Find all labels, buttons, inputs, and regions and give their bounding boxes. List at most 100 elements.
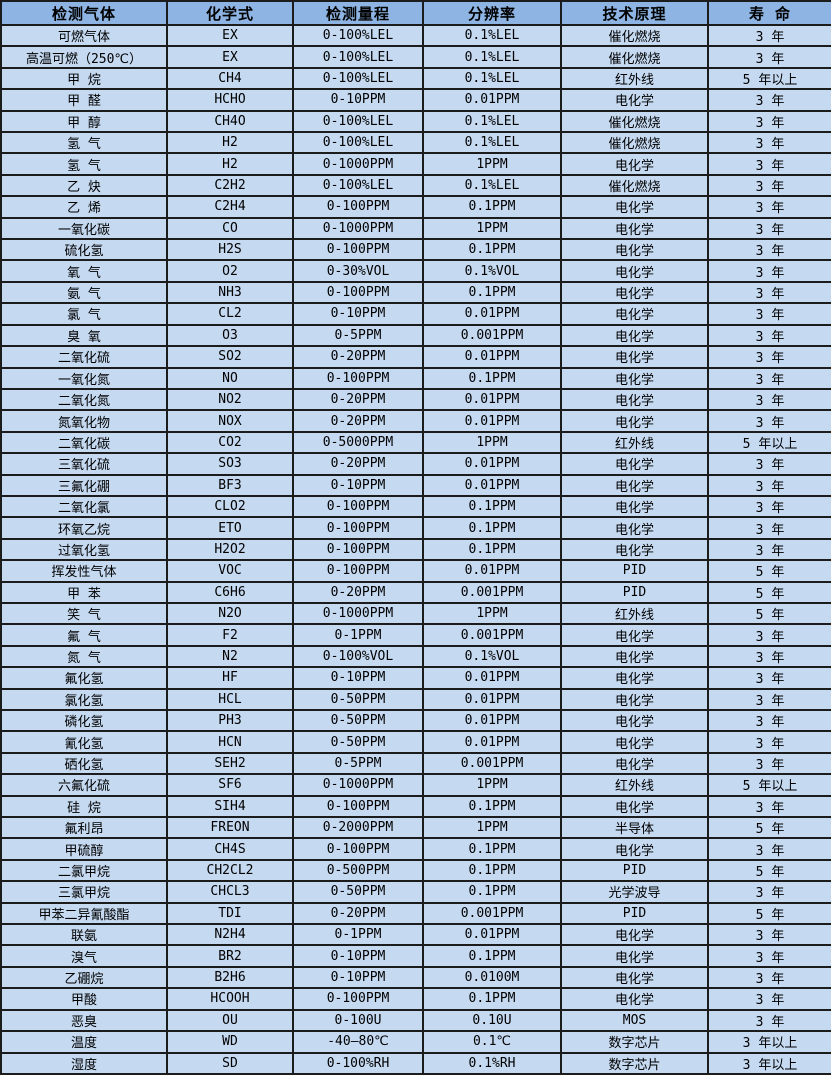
column-header-5: 寿 命 <box>707 0 831 26</box>
table-cell: 3 年 <box>707 259 831 283</box>
table-cell: 环氧乙烷 <box>0 516 168 540</box>
table-cell: 3 年 <box>707 409 831 433</box>
table-cell: VOC <box>166 559 294 583</box>
table-cell: 0-20PPM <box>292 901 424 926</box>
table-row: 二氧化氯 CLO2 0-100PPM 0.1PPM 电化学 3 年 <box>0 494 831 519</box>
table-cell: 0.001PPM <box>422 323 562 348</box>
table-row: 氢 气 H2 0-1000PPM 1PPM 电化学 3 年 <box>0 152 831 176</box>
table-cell: 电化学 <box>560 987 709 1011</box>
table-cell: 0.1PPM <box>422 837 562 861</box>
table-cell: 3 年 <box>707 45 831 69</box>
table-row: 三氟化硼 BF3 0-10PPM 0.01PPM 电化学 3 年 <box>0 473 831 497</box>
table-cell: 乙硼烷 <box>0 965 168 990</box>
table-row: 乙 炔 C2H2 0-100%LEL 0.1%LEL 催化燃烧 3 年 <box>0 173 831 198</box>
table-cell: NH3 <box>166 280 294 305</box>
table-cell: 0-100PPM <box>292 987 424 1011</box>
table-cell: 3 年 <box>707 195 831 219</box>
table-cell: 0-100PPM <box>292 537 424 562</box>
table-cell: 电化学 <box>560 923 709 947</box>
table-cell: 1PPM <box>422 601 562 626</box>
table-cell: 0-30%VOL <box>292 259 424 283</box>
table-row: 笑 气 N2O 0-1000PPM 1PPM 红外线 5 年 <box>0 601 831 626</box>
table-cell: 六氟化硫 <box>0 773 168 797</box>
table-cell: 一氧化碳 <box>0 216 168 241</box>
table-cell: 0-100PPM <box>292 238 424 262</box>
table-cell: HCOOH <box>166 987 294 1011</box>
table-cell: 氟化氢 <box>0 666 168 690</box>
table-cell: 0-100%RH <box>292 1051 424 1075</box>
table-cell: 电化学 <box>560 366 709 390</box>
table-cell: C2H4 <box>166 195 294 219</box>
table-cell: HCN <box>166 730 294 754</box>
table-cell: 甲 醇 <box>0 109 168 134</box>
table-row: 磷化氢 PH3 0-50PPM 0.01PPM 电化学 3 年 <box>0 708 831 733</box>
table-cell: 电化学 <box>560 494 709 519</box>
table-cell: 0-10PPM <box>292 666 424 690</box>
table-cell: 0.1PPM <box>422 987 562 1011</box>
table-cell: 0.1%LEL <box>422 131 562 155</box>
table-cell: 3 年 <box>707 345 831 369</box>
table-row: 氢 气 H2 0-100%LEL 0.1%LEL 催化燃烧 3 年 <box>0 131 831 155</box>
table-cell: 0-500PPM <box>292 858 424 883</box>
table-cell: 高温可燃（250℃） <box>0 45 168 69</box>
table-cell: SIH4 <box>166 794 294 819</box>
table-row: 甲苯二异氰酸酯 TDI 0-20PPM 0.001PPM PID 5 年 <box>0 901 831 926</box>
table-cell: HCL <box>166 687 294 712</box>
table-cell: N2O <box>166 601 294 626</box>
table-row: 环氧乙烷 ETO 0-100PPM 0.1PPM 电化学 3 年 <box>0 516 831 540</box>
table-cell: 3 年 <box>707 880 831 904</box>
table-cell: 3 年 <box>707 323 831 348</box>
table-row: 一氧化氮 NO 0-100PPM 0.1PPM 电化学 3 年 <box>0 366 831 390</box>
table-cell: 0.1PPM <box>422 494 562 519</box>
table-cell: 红外线 <box>560 773 709 797</box>
table-row: 联氨 N2H4 0-1PPM 0.01PPM 电化学 3 年 <box>0 923 831 947</box>
table-cell: 0-10PPM <box>292 88 424 112</box>
table-cell: 二氧化碳 <box>0 430 168 455</box>
table-cell: NO <box>166 366 294 390</box>
table-cell: 0.1%LEL <box>422 173 562 198</box>
table-cell: CH4S <box>166 837 294 861</box>
table-cell: NO2 <box>166 387 294 412</box>
table-cell: MOS <box>560 1008 709 1033</box>
table-cell: H2 <box>166 131 294 155</box>
table-cell: 3 年 <box>707 23 831 48</box>
table-cell: PID <box>560 580 709 604</box>
table-row: 氯化氢 HCL 0-50PPM 0.01PPM 电化学 3 年 <box>0 687 831 712</box>
table-cell: 0-100%VOL <box>292 644 424 669</box>
table-cell: 5 年 <box>707 559 831 583</box>
table-cell: 5 年 <box>707 816 831 840</box>
table-cell: 3 年以上 <box>707 1030 831 1054</box>
table-cell: 0-1000PPM <box>292 773 424 797</box>
table-cell: 电化学 <box>560 708 709 733</box>
table-cell: 三氯甲烷 <box>0 880 168 904</box>
table-cell: 硫化氢 <box>0 238 168 262</box>
table-cell: 催化燃烧 <box>560 173 709 198</box>
table-cell: 3 年 <box>707 623 831 647</box>
table-row: 溴气 BR2 0-10PPM 0.1PPM 电化学 3 年 <box>0 944 831 968</box>
table-cell: 电化学 <box>560 965 709 990</box>
table-cell: 0-100PPM <box>292 559 424 583</box>
table-cell: 氢 气 <box>0 152 168 176</box>
table-cell: 二氧化氯 <box>0 494 168 519</box>
table-cell: 1PPM <box>422 152 562 176</box>
table-cell: OU <box>166 1008 294 1033</box>
table-row: 湿度 SD 0-100%RH 0.1%RH 数字芯片 3 年以上 <box>0 1051 831 1075</box>
table-cell: 电化学 <box>560 537 709 562</box>
table-cell: 3 年 <box>707 644 831 669</box>
table-cell: 5 年 <box>707 901 831 926</box>
table-cell: H2 <box>166 152 294 176</box>
table-cell: C2H2 <box>166 173 294 198</box>
table-cell: 3 年 <box>707 152 831 176</box>
table-cell: 3 年 <box>707 131 831 155</box>
table-cell: 三氟化硼 <box>0 473 168 497</box>
table-row: 温度 WD -40—80℃ 0.1℃ 数字芯片 3 年以上 <box>0 1030 831 1054</box>
table-cell: C6H6 <box>166 580 294 604</box>
table-cell: SD <box>166 1051 294 1075</box>
table-cell: 0.1PPM <box>422 366 562 390</box>
table-cell: HCHO <box>166 88 294 112</box>
table-cell: 3 年 <box>707 751 831 776</box>
table-cell: 红外线 <box>560 66 709 91</box>
table-cell: 挥发性气体 <box>0 559 168 583</box>
table-cell: 三氧化硫 <box>0 452 168 476</box>
